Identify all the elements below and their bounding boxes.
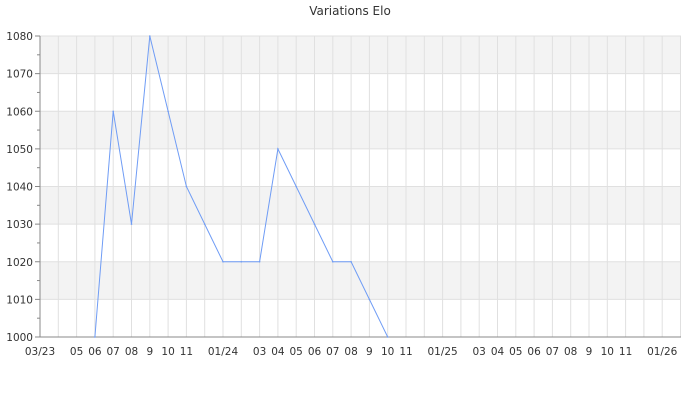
- data-point: [112, 110, 114, 113]
- grid-band: [40, 186, 681, 225]
- y-tick-label: 1050: [6, 144, 33, 156]
- x-tick-label: 9: [366, 346, 373, 358]
- data-point: [295, 185, 298, 188]
- x-tick-label: 07: [546, 346, 559, 358]
- data-point: [386, 336, 389, 338]
- x-tick-label: 03/23: [25, 346, 55, 358]
- y-tick-label: 1010: [6, 294, 33, 306]
- y-tick-label: 1040: [6, 182, 33, 194]
- x-tick-label: 08: [344, 346, 357, 358]
- grid-band: [40, 36, 681, 74]
- x-tick-label: 04: [271, 346, 285, 358]
- x-tick-label: 10: [381, 346, 394, 358]
- x-tick-label: 06: [308, 346, 322, 358]
- y-tick-label: 1030: [6, 219, 33, 231]
- data-point: [240, 260, 243, 263]
- x-tick-label: 11: [180, 346, 193, 358]
- x-tick-label: 05: [70, 346, 83, 358]
- x-tick-label: 9: [586, 346, 593, 358]
- x-tick-label: 06: [527, 346, 541, 358]
- x-tick-label: 03: [253, 346, 266, 358]
- data-point: [313, 223, 316, 225]
- y-tick-label: 1000: [6, 332, 33, 344]
- data-point: [167, 110, 169, 113]
- data-point: [332, 260, 334, 263]
- data-point: [94, 336, 96, 338]
- x-tick-label: 11: [619, 346, 632, 358]
- x-tick-label: 05: [509, 346, 522, 358]
- x-tick-label: 03: [473, 346, 486, 358]
- chart-title: Variations Elo: [309, 4, 391, 18]
- x-tick-label: 08: [125, 346, 138, 358]
- y-tick-label: 1070: [6, 69, 33, 81]
- x-tick-label: 10: [161, 346, 174, 358]
- x-tick-label: 9: [146, 346, 153, 358]
- x-tick-label: 05: [290, 346, 303, 358]
- data-point: [222, 260, 224, 263]
- data-point: [185, 185, 188, 188]
- x-tick-label: 01/25: [427, 346, 457, 358]
- data-point: [149, 35, 151, 37]
- y-tick-label: 1020: [6, 257, 33, 269]
- x-tick-label: 01/26: [647, 346, 678, 358]
- x-tick-label: 11: [399, 346, 412, 358]
- x-tick-label: 07: [326, 346, 339, 358]
- data-point: [350, 260, 352, 263]
- data-point: [368, 298, 371, 301]
- x-tick-label: 04: [491, 346, 505, 358]
- data-point: [258, 260, 261, 263]
- x-tick-label: 07: [107, 346, 120, 358]
- data-point: [277, 148, 279, 150]
- x-tick-label: 01/24: [208, 346, 239, 358]
- data-point: [203, 223, 206, 225]
- grid-band: [40, 111, 681, 149]
- x-tick-label: 06: [88, 346, 102, 358]
- data-point: [130, 223, 133, 225]
- y-tick-label: 1080: [6, 31, 33, 43]
- x-tick-label: 08: [564, 346, 577, 358]
- y-tick-label: 1060: [6, 106, 33, 118]
- x-tick-label: 10: [601, 346, 614, 358]
